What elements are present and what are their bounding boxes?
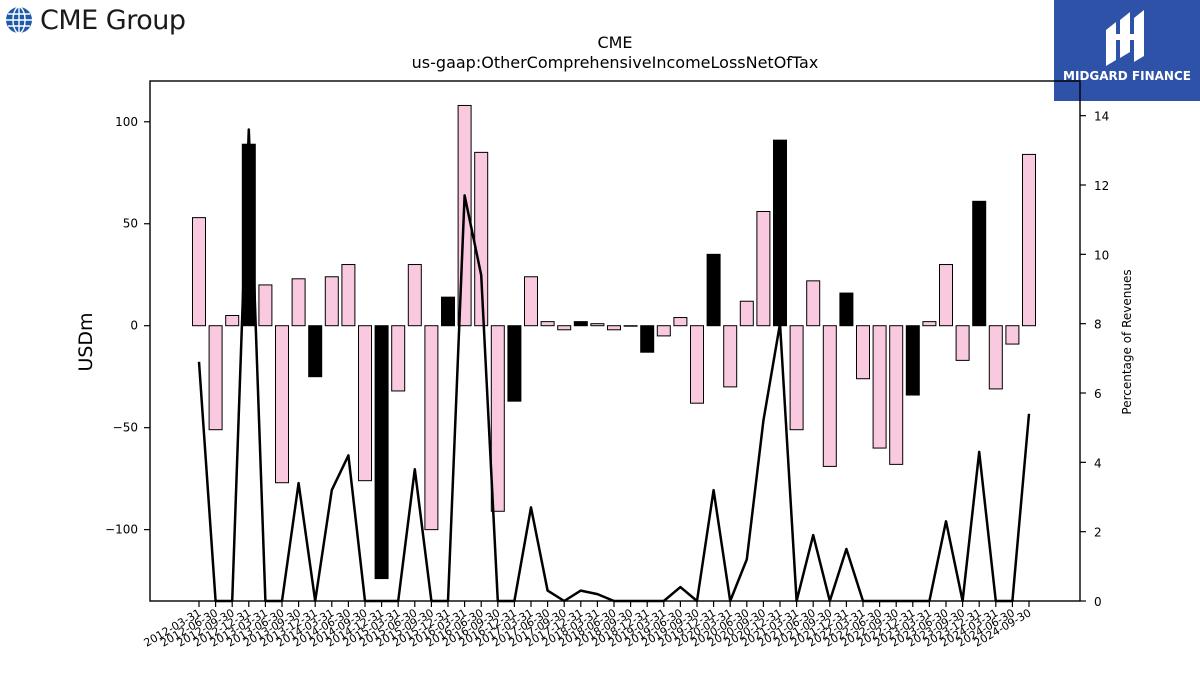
bar-2017-03-31 [524,276,538,327]
cme-group-logo: CME Group [4,2,186,38]
y2-tick-label: 0 [1094,595,1102,609]
line-series [197,128,1031,603]
bar-2020-06-30 [739,300,754,327]
bar-2013-06-30 [275,325,289,484]
bar-2014-03-31 [324,276,339,327]
bar-2015-12-31 [441,296,455,327]
bar-2021-03-31 [789,325,804,431]
y2-tick-label: 12 [1094,179,1109,193]
bar-2016-09-30 [490,325,505,512]
bar-2020-12-31 [773,139,787,327]
bar-2024-06-30 [1005,325,1020,345]
bar-2019-09-30 [690,325,704,404]
cme-group-logo-text: CME Group [40,4,186,36]
y-tick-label: −50 [113,421,138,435]
bar-2018-03-31 [590,323,605,327]
midgard-emblem-icon [1106,10,1144,66]
revenue-percentage-line [197,128,1031,603]
y-tick-label: 100 [115,115,138,129]
bar-2013-12-31 [308,325,323,378]
bar-2016-06-30 [474,151,489,327]
bar-2014-06-30 [341,264,356,327]
bar-2017-12-31 [573,321,588,327]
bar-2022-12-31 [905,325,920,396]
bar-2019-12-31 [706,253,721,327]
y2-tick-label: 10 [1094,248,1109,262]
bar-2020-03-31 [723,325,738,388]
y-tick-label: 0 [130,319,138,333]
bar-2017-09-30 [557,325,572,331]
y2-axis-label: Percentage of Revenues [1120,269,1134,414]
axes: 100500−50−100024681012142012-03-312012-0… [105,80,1109,650]
y2-tick-label: 4 [1094,456,1102,470]
bar-2021-09-30 [822,325,837,467]
bar-2021-12-31 [839,292,854,327]
bar-2023-09-30 [955,325,970,361]
bar-2019-06-30 [673,317,688,327]
bar-2024-03-31 [988,325,1003,390]
y2-tick-label: 8 [1094,318,1102,332]
bar-2021-06-30 [806,280,821,327]
y-axis-label: USDm [75,312,97,371]
bar-2024-09-30 [1022,153,1036,327]
bar-2018-12-31 [640,325,655,353]
bar-2015-03-31 [391,325,406,392]
bar-2015-06-30 [407,264,422,327]
y-tick-label: 50 [123,217,138,231]
bar-2012-06-30 [208,325,223,431]
bar-2023-06-30 [939,264,953,327]
y2-tick-label: 2 [1094,526,1102,540]
bar-2023-12-31 [972,200,987,327]
bar-2012-09-30 [225,315,240,327]
bar-2022-06-30 [872,325,887,449]
midgard-finance-logo: MIDGARD FINANCE [1054,0,1200,101]
bar-2018-06-30 [607,325,621,331]
bar-2016-12-31 [507,325,522,402]
chart-title: CME [597,33,632,52]
midgard-finance-logo-text: MIDGARD FINANCE [1063,69,1191,83]
bar-2022-09-30 [889,325,904,465]
bar-2017-06-30 [540,321,555,327]
bar-2014-12-31 [374,325,389,580]
bar-2012-03-31 [192,217,206,327]
bar-2014-09-30 [358,325,372,482]
bar-2023-03-31 [922,321,937,327]
bar-2022-03-31 [856,325,870,380]
globe-icon [6,6,32,34]
bar-2020-09-30 [756,211,771,327]
bar-2013-03-31 [258,284,273,327]
bar-2019-03-31 [656,325,671,337]
bar-2018-09-30 [623,325,638,327]
y-tick-label: −100 [105,523,138,537]
plot-frame [149,80,1081,602]
bar-2013-09-30 [291,278,306,327]
y2-tick-label: 14 [1094,110,1109,124]
chart-subtitle: us-gaap:OtherComprehensiveIncomeLossNetO… [412,53,819,72]
bar-2015-09-30 [424,325,439,531]
bar-series [192,104,1036,580]
y2-tick-label: 6 [1094,387,1102,401]
